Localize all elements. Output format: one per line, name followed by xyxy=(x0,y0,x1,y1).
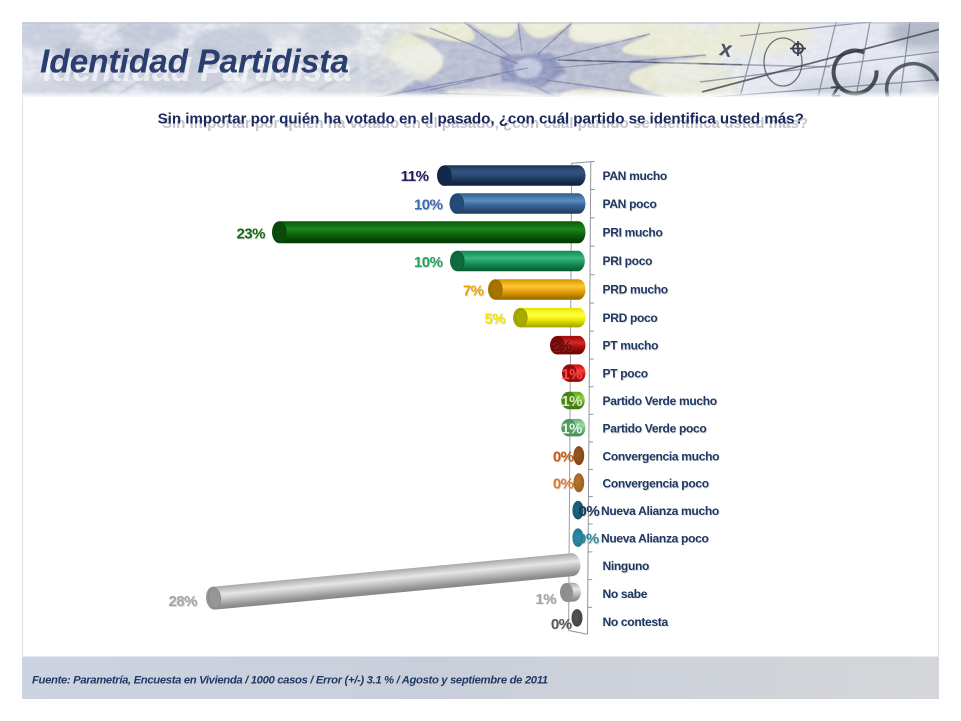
svg-text:PAN poco: PAN poco xyxy=(603,198,657,212)
svg-text:0%: 0% xyxy=(552,617,573,634)
svg-text:28%: 28% xyxy=(168,593,197,610)
svg-text:Partido Verde mucho: Partido Verde mucho xyxy=(603,394,717,408)
svg-text:7%: 7% xyxy=(464,283,485,300)
svg-text:Nueva Alianza mucho: Nueva Alianza mucho xyxy=(602,505,720,519)
svg-text:Fuente: Parametría, Encuesta e: Fuente: Parametría, Encuesta en Vivienda… xyxy=(32,675,548,687)
svg-text:Sin importar por quién ha vota: Sin importar por quién ha votado en el p… xyxy=(158,111,804,128)
svg-text:Nueva Alianza poco: Nueva Alianza poco xyxy=(601,531,709,545)
svg-text:1%: 1% xyxy=(561,366,582,383)
svg-text:1%: 1% xyxy=(535,591,556,608)
svg-text:Partido Verde poco: Partido Verde poco xyxy=(603,422,707,436)
svg-text:No contesta: No contesta xyxy=(603,615,669,629)
svg-text:0%: 0% xyxy=(553,448,574,465)
svg-text:23%: 23% xyxy=(237,226,266,243)
svg-text:PT poco: PT poco xyxy=(603,367,648,381)
svg-text:28%: 28% xyxy=(169,594,198,611)
svg-text:Convergencia mucho: Convergencia mucho xyxy=(603,449,720,463)
svg-text:11%: 11% xyxy=(402,169,430,186)
svg-text:1%: 1% xyxy=(562,367,583,384)
svg-text:10%: 10% xyxy=(414,196,443,213)
svg-text:Partido Verde mucho: Partido Verde mucho xyxy=(603,395,717,409)
svg-text:10%: 10% xyxy=(414,254,443,271)
svg-text:PT mucho: PT mucho xyxy=(603,339,659,353)
svg-text:PRI poco: PRI poco xyxy=(603,255,653,269)
svg-text:5%: 5% xyxy=(485,311,506,328)
svg-text:0%: 0% xyxy=(578,530,599,547)
svg-text:Convergencia poco: Convergencia poco xyxy=(603,477,709,491)
svg-text:Identidad Partidista: Identidad Partidista xyxy=(43,52,352,89)
svg-text:No sabe: No sabe xyxy=(603,588,648,602)
svg-text:Ninguno: Ninguno xyxy=(603,560,650,574)
svg-text:1%: 1% xyxy=(536,592,557,609)
svg-text:1%: 1% xyxy=(562,421,583,438)
svg-text:2%: 2% xyxy=(551,338,572,355)
svg-text:PRI poco: PRI poco xyxy=(603,254,653,268)
svg-text:Nueva Alianza mucho: Nueva Alianza mucho xyxy=(601,504,719,518)
svg-text:5%: 5% xyxy=(484,310,505,327)
svg-text:No sabe: No sabe xyxy=(603,587,648,601)
svg-text:Identidad Partidista: Identidad Partidista xyxy=(40,44,349,81)
svg-text:PAN poco: PAN poco xyxy=(603,197,657,211)
svg-text:1%: 1% xyxy=(562,394,583,411)
svg-text:PRD mucho: PRD mucho xyxy=(603,283,668,297)
svg-text:PT mucho: PT mucho xyxy=(603,339,659,353)
svg-text:No contesta: No contesta xyxy=(603,616,669,630)
svg-text:PAN mucho: PAN mucho xyxy=(603,169,667,183)
svg-text:PRI mucho: PRI mucho xyxy=(603,226,663,240)
svg-text:PT poco: PT poco xyxy=(603,367,648,381)
svg-text:Ninguno: Ninguno xyxy=(603,559,650,573)
svg-text:0%: 0% xyxy=(551,616,572,633)
svg-text:Convergencia mucho: Convergencia mucho xyxy=(603,450,720,464)
svg-text:PRI mucho: PRI mucho xyxy=(603,226,663,240)
svg-text:Convergencia poco: Convergencia poco xyxy=(603,477,709,491)
svg-text:0%: 0% xyxy=(553,476,574,493)
svg-text:PRD mucho: PRD mucho xyxy=(603,283,668,297)
svg-text:0%: 0% xyxy=(554,477,575,494)
svg-text:1%: 1% xyxy=(561,393,582,410)
svg-text:Nueva Alianza poco: Nueva Alianza poco xyxy=(602,532,710,546)
svg-text:PRD poco: PRD poco xyxy=(603,312,658,326)
svg-text:1%: 1% xyxy=(561,420,582,437)
svg-text:0%: 0% xyxy=(579,504,600,521)
svg-text:10%: 10% xyxy=(415,197,444,214)
svg-text:0%: 0% xyxy=(554,449,575,466)
svg-text:Partido Verde poco: Partido Verde poco xyxy=(603,422,707,436)
svg-text:PAN mucho: PAN mucho xyxy=(603,170,667,184)
svg-text:11%: 11% xyxy=(401,168,429,185)
svg-text:2%: 2% xyxy=(552,339,573,356)
svg-text:Sin importar por quién ha vota: Sin importar por quién ha votado en el p… xyxy=(162,115,808,132)
svg-text:0%: 0% xyxy=(579,531,600,548)
svg-text:23%: 23% xyxy=(236,225,265,242)
svg-text:10%: 10% xyxy=(415,255,444,272)
svg-text:0%: 0% xyxy=(579,503,600,520)
svg-text:7%: 7% xyxy=(463,282,484,299)
svg-text:PRD poco: PRD poco xyxy=(603,311,658,325)
